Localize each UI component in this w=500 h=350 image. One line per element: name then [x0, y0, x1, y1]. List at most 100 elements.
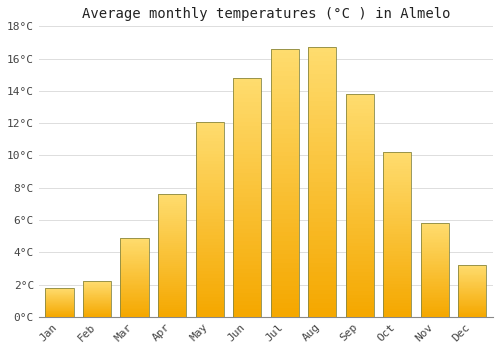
- Bar: [458, 302, 486, 303]
- Bar: [46, 310, 74, 311]
- Bar: [421, 276, 449, 278]
- Bar: [196, 255, 224, 258]
- Bar: [158, 290, 186, 292]
- Bar: [46, 309, 74, 310]
- Bar: [158, 221, 186, 223]
- Bar: [458, 290, 486, 291]
- Bar: [83, 294, 111, 295]
- Bar: [120, 261, 148, 263]
- Bar: [458, 304, 486, 305]
- Bar: [421, 242, 449, 244]
- Bar: [308, 254, 336, 258]
- Bar: [421, 223, 449, 317]
- Bar: [458, 273, 486, 274]
- Bar: [120, 305, 148, 306]
- Bar: [421, 226, 449, 228]
- Bar: [120, 275, 148, 276]
- Bar: [346, 142, 374, 146]
- Bar: [383, 309, 412, 311]
- Bar: [458, 271, 486, 272]
- Bar: [233, 82, 261, 86]
- Bar: [346, 161, 374, 164]
- Bar: [308, 227, 336, 231]
- Bar: [383, 160, 412, 163]
- Bar: [120, 250, 148, 251]
- Bar: [233, 305, 261, 309]
- Bar: [196, 226, 224, 229]
- Bar: [158, 299, 186, 300]
- Bar: [120, 276, 148, 277]
- Bar: [120, 281, 148, 282]
- Bar: [158, 256, 186, 258]
- Bar: [233, 169, 261, 174]
- Bar: [421, 279, 449, 281]
- Bar: [421, 244, 449, 245]
- Bar: [196, 121, 224, 317]
- Bar: [458, 295, 486, 296]
- Bar: [346, 220, 374, 224]
- Bar: [83, 290, 111, 291]
- Bar: [120, 310, 148, 312]
- Bar: [458, 312, 486, 313]
- Bar: [458, 313, 486, 314]
- Bar: [270, 76, 299, 80]
- Bar: [233, 114, 261, 118]
- Bar: [196, 301, 224, 304]
- Bar: [270, 49, 299, 53]
- Bar: [421, 281, 449, 282]
- Bar: [308, 308, 336, 312]
- Bar: [270, 58, 299, 62]
- Bar: [458, 314, 486, 315]
- Bar: [120, 256, 148, 258]
- Bar: [233, 297, 261, 301]
- Bar: [346, 116, 374, 120]
- Bar: [308, 92, 336, 97]
- Bar: [308, 97, 336, 101]
- Bar: [120, 309, 148, 310]
- Bar: [346, 261, 374, 265]
- Bar: [120, 315, 148, 317]
- Bar: [158, 292, 186, 294]
- Bar: [83, 292, 111, 293]
- Bar: [308, 218, 336, 223]
- Bar: [196, 180, 224, 183]
- Bar: [458, 268, 486, 270]
- Bar: [233, 118, 261, 122]
- Bar: [46, 301, 74, 302]
- Bar: [83, 284, 111, 285]
- Bar: [308, 250, 336, 254]
- Bar: [308, 128, 336, 133]
- Bar: [346, 98, 374, 101]
- Bar: [308, 83, 336, 88]
- Bar: [383, 311, 412, 314]
- Bar: [196, 161, 224, 164]
- Bar: [383, 251, 412, 254]
- Bar: [383, 245, 412, 248]
- Bar: [421, 307, 449, 309]
- Bar: [270, 125, 299, 129]
- Bar: [158, 223, 186, 225]
- Bar: [120, 292, 148, 293]
- Bar: [233, 209, 261, 213]
- Bar: [196, 258, 224, 261]
- Bar: [458, 266, 486, 267]
- Bar: [270, 299, 299, 303]
- Bar: [383, 215, 412, 218]
- Bar: [83, 312, 111, 313]
- Bar: [458, 316, 486, 317]
- Bar: [196, 203, 224, 206]
- Bar: [158, 286, 186, 288]
- Bar: [458, 286, 486, 287]
- Bar: [270, 156, 299, 161]
- Bar: [346, 205, 374, 209]
- Bar: [196, 307, 224, 310]
- Bar: [46, 292, 74, 293]
- Bar: [421, 282, 449, 284]
- Bar: [458, 272, 486, 273]
- Bar: [83, 313, 111, 314]
- Bar: [233, 106, 261, 110]
- Bar: [158, 206, 186, 209]
- Bar: [46, 303, 74, 304]
- Bar: [196, 128, 224, 131]
- Bar: [458, 300, 486, 301]
